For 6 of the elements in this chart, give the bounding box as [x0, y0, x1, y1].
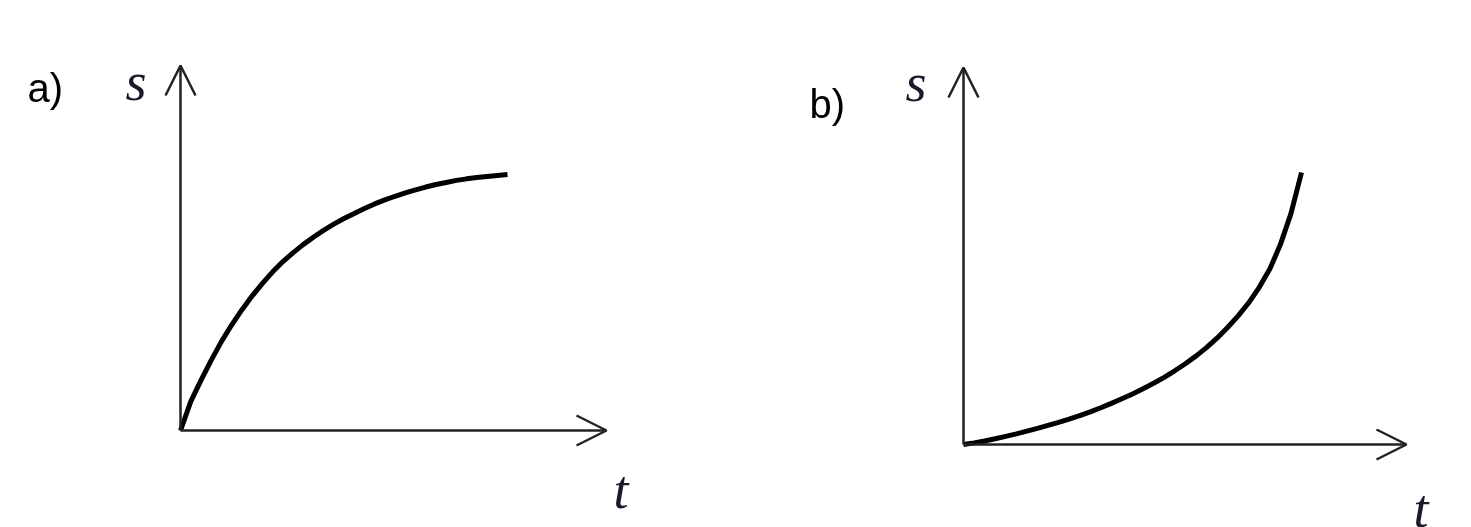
y-axis-title: s	[905, 52, 927, 113]
chart-title: a)	[27, 65, 64, 110]
x-axis-title: t	[1413, 478, 1431, 527]
y-axis-title: s	[125, 51, 147, 112]
chart-title: b)	[809, 81, 846, 126]
x-axis-title: t	[613, 459, 631, 520]
